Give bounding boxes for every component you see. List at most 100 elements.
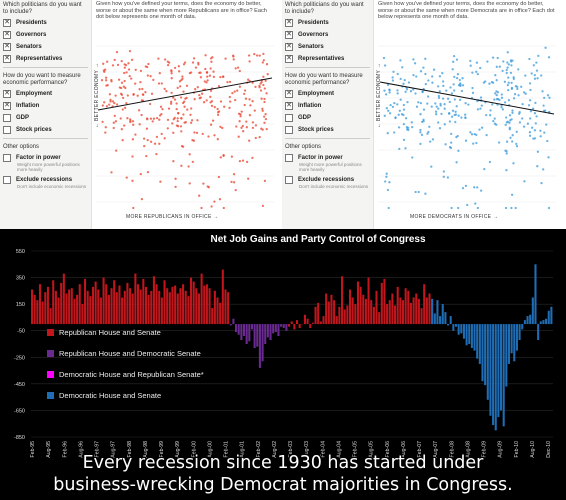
bar [462,324,465,339]
question-offices: Which politicians do you want to include… [3,2,82,15]
scatter-dot [419,131,422,134]
checkbox-factor-in-power[interactable]: Factor in power [3,152,91,163]
checkbox-empty-icon[interactable] [285,175,293,184]
scatter-dot [158,118,161,121]
checkbox-checked-icon[interactable]: ✕ [285,30,293,39]
scatter-dot [207,135,210,138]
scatter-dot [248,114,252,117]
legend-label: Republican House and Senate [59,328,161,337]
scatter-dot [123,66,126,69]
scatter-dot [391,105,395,109]
scatter-dot [140,113,143,117]
bar [118,285,121,325]
checkbox-gdp[interactable]: GDP [285,112,373,123]
scatter-dot [179,96,183,99]
checkbox-senators[interactable]: ✕ Senators [3,42,42,51]
checkbox-empty-icon[interactable] [3,125,11,134]
scatter-dot [389,103,392,107]
scatter-dot [461,186,465,190]
bar [539,321,542,325]
scatter-dot [474,202,477,205]
checkbox-stock-prices[interactable]: Stock prices [285,124,373,135]
bar [31,289,34,325]
scatter-dot [526,122,530,125]
checkbox-employment[interactable]: ✕ Employment [3,89,53,98]
scatter-dot [414,92,417,95]
checkbox-empty-icon[interactable] [285,125,293,134]
x-tick-label: Feb-02 [256,441,262,458]
left-plot-description: Given how you've defined your terms, doe… [96,1,267,20]
scatter-dot [123,106,127,110]
checkbox-presidents[interactable]: ✕ Presidents [3,18,47,27]
checkbox-checked-icon[interactable]: ✕ [3,54,11,63]
checkbox-inflation[interactable]: ✕ Inflation [3,101,40,110]
checkbox-empty-icon[interactable] [285,113,293,122]
x-tick-label: Feb-95 [30,441,36,458]
scatter-dot [415,75,418,78]
checkbox-checked-icon[interactable]: ✕ [3,18,11,27]
checkbox-checked-icon[interactable]: ✕ [3,101,11,110]
scatter-dot [116,63,120,67]
option-description: Don't include economic recessions [299,184,369,189]
scatter-dot [533,137,537,140]
checkbox-representatives[interactable]: ✕ Representatives [285,54,345,63]
scatter-dot [216,107,219,111]
scatter-dot [422,66,425,69]
checkbox-factor-in-power[interactable]: Factor in power [285,152,373,163]
scatter-dot [209,123,213,126]
checkbox-checked-icon[interactable]: ✕ [3,42,11,51]
scatter-dot [205,71,209,74]
checkbox-empty-icon[interactable] [3,175,11,184]
scatter-dot [546,139,549,143]
scatter-dot [500,106,503,109]
checkbox-checked-icon[interactable]: ✕ [285,89,293,98]
scatter-dot [516,87,519,91]
checkbox-empty-icon[interactable] [3,113,11,122]
checkbox-employment[interactable]: ✕ Employment [285,89,335,98]
checkbox-exclude-recessions[interactable]: Exclude recessions [3,174,91,185]
bar [473,324,476,351]
checkbox-governors[interactable]: ✕ Governors [3,30,47,39]
bar [510,324,513,354]
checkbox-empty-icon[interactable] [3,153,11,162]
checkbox-gdp[interactable]: GDP [3,112,91,123]
scatter-dot [391,76,394,79]
checkbox-checked-icon[interactable]: ✕ [3,30,11,39]
checkbox-checked-icon[interactable]: ✕ [3,89,11,98]
scatter-dot [476,108,480,111]
checkbox-checked-icon[interactable]: ✕ [285,54,293,63]
scatter-dot [537,54,540,58]
scatter-dot [265,127,268,131]
scatter-dot [104,76,108,79]
scatter-dot [131,179,134,182]
bar [91,286,95,325]
scatter-dot [176,117,179,120]
checkbox-stock-prices[interactable]: Stock prices [3,124,91,135]
bar [420,308,423,325]
scatter-dot [188,71,192,75]
scatter-dot [170,91,173,95]
scatter-dot [533,112,537,115]
scatter-dot [417,101,420,104]
checkbox-governors[interactable]: ✕ Governors [285,30,329,39]
scatter-dot [185,84,189,87]
checkbox-checked-icon[interactable]: ✕ [285,18,293,27]
checkbox-exclude-recessions[interactable]: Exclude recessions [285,174,373,185]
scatter-dot [139,69,143,73]
scatter-dot [213,134,216,137]
checkbox-checked-icon[interactable]: ✕ [285,42,293,51]
bar [330,294,333,325]
scatter-dot [471,86,474,90]
scatter-dot [224,57,227,60]
scatter-dot [475,61,479,64]
scatter-dot [144,91,147,94]
checkbox-checked-icon[interactable]: ✕ [285,101,293,110]
checkbox-empty-icon[interactable] [285,153,293,162]
bar [317,302,320,325]
divider [3,138,88,139]
checkbox-presidents[interactable]: ✕ Presidents [285,18,329,27]
checkbox-senators[interactable]: ✕ Senators [285,42,324,51]
checkbox-representatives[interactable]: ✕ Representatives [3,54,63,63]
checkbox-inflation[interactable]: ✕ Inflation [285,101,322,110]
option-description: Weight more powerful positions more heav… [17,162,80,172]
